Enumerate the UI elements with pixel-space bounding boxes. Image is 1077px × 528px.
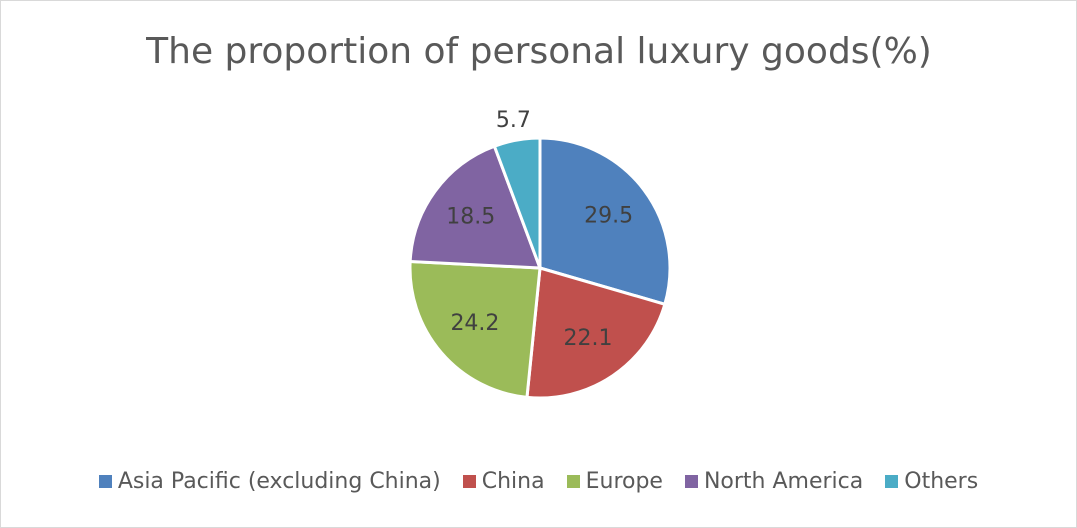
- legend-label: Others: [904, 469, 979, 494]
- legend-item: Europe: [566, 469, 663, 494]
- legend: Asia Pacific (excluding China) China Europ…: [1, 469, 1076, 494]
- legend-swatch: [98, 475, 112, 488]
- legend-item: Others: [885, 469, 978, 494]
- legend-item: Asia Pacific (excluding China): [98, 469, 441, 494]
- pie-slice: [408, 259, 542, 399]
- legend-item: North America: [684, 469, 864, 494]
- legend-swatch: [885, 475, 899, 488]
- data-label: 22.1: [564, 326, 613, 351]
- legend-label: North America: [703, 469, 864, 494]
- legend-swatch: [462, 475, 476, 488]
- legend-item: China: [462, 469, 545, 494]
- legend-swatch: [684, 475, 698, 488]
- data-label: 29.5: [584, 203, 633, 228]
- pie-slice: [538, 136, 672, 307]
- pie-slice: [525, 266, 667, 400]
- pie-slice: [408, 144, 543, 270]
- pie-slice: [492, 136, 542, 269]
- chart-title: The proportion of personal luxury goods(…: [145, 31, 932, 72]
- legend-label: Asia Pacific (excluding China): [117, 469, 441, 494]
- legend-label: Europe: [585, 469, 663, 494]
- legend-label: China: [481, 469, 545, 494]
- data-label: 18.5: [446, 204, 495, 229]
- data-label: 5.7: [496, 108, 531, 133]
- legend-swatch: [566, 475, 580, 488]
- data-label: 24.2: [450, 311, 499, 336]
